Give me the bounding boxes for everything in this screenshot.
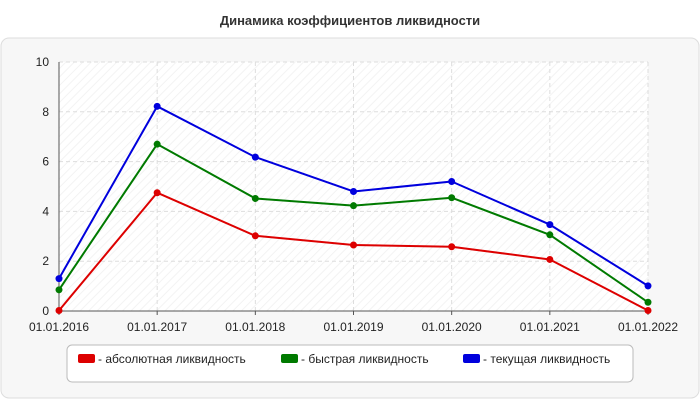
legend-swatch <box>281 354 298 363</box>
legend-label: - абсолютная ликвидность <box>98 352 246 366</box>
data-point <box>448 178 456 186</box>
data-point <box>55 286 63 294</box>
y-tick-label: 2 <box>42 254 49 268</box>
tick-label-layer: 0 2 4 6 8 10 01.01.2016 01.01.2017 01.01.2018 01.… <box>29 55 678 334</box>
data-point <box>55 307 63 315</box>
data-point <box>546 231 554 239</box>
data-point <box>644 298 652 306</box>
data-point <box>55 275 63 283</box>
x-tick-label: 01.01.2022 <box>618 320 678 334</box>
data-point <box>448 243 456 251</box>
y-tick-label: 0 <box>42 304 49 318</box>
x-tick-label: 01.01.2017 <box>127 320 187 334</box>
data-point <box>350 187 357 195</box>
legend-swatch <box>463 354 480 363</box>
data-point <box>644 282 652 290</box>
x-tick-label: 01.01.2016 <box>29 320 89 334</box>
legend-box <box>66 344 634 383</box>
data-point <box>448 194 456 202</box>
x-tick-label: 01.01.2021 <box>520 320 580 334</box>
data-point <box>153 140 161 148</box>
data-point <box>251 232 259 240</box>
data-point <box>546 221 554 229</box>
y-tick-label: 10 <box>36 55 50 69</box>
data-point <box>153 102 161 110</box>
y-tick-label: 4 <box>42 204 49 218</box>
data-point <box>350 202 357 210</box>
legend-label: - быстрая ликвидность <box>301 352 429 366</box>
x-tick-label: 01.01.2018 <box>225 320 285 334</box>
legend-label: - текущая ликвидность <box>483 352 610 366</box>
x-tick-label: 01.01.2020 <box>422 320 482 334</box>
legend-swatch <box>78 354 95 363</box>
data-point <box>251 153 259 161</box>
y-tick-label: 6 <box>42 155 49 169</box>
chart-title: Динамика коэффициентов ликвидности <box>220 13 480 28</box>
data-point <box>546 255 554 263</box>
y-tick-label: 8 <box>42 105 49 119</box>
x-tick-label: 01.01.2019 <box>323 320 383 334</box>
data-point <box>644 307 652 315</box>
data-point <box>251 194 259 202</box>
legend: - абсолютная ликвидность - быстрая ликвид… <box>78 352 610 366</box>
data-point <box>153 189 161 197</box>
data-point <box>350 241 357 249</box>
series-layer <box>55 102 652 315</box>
